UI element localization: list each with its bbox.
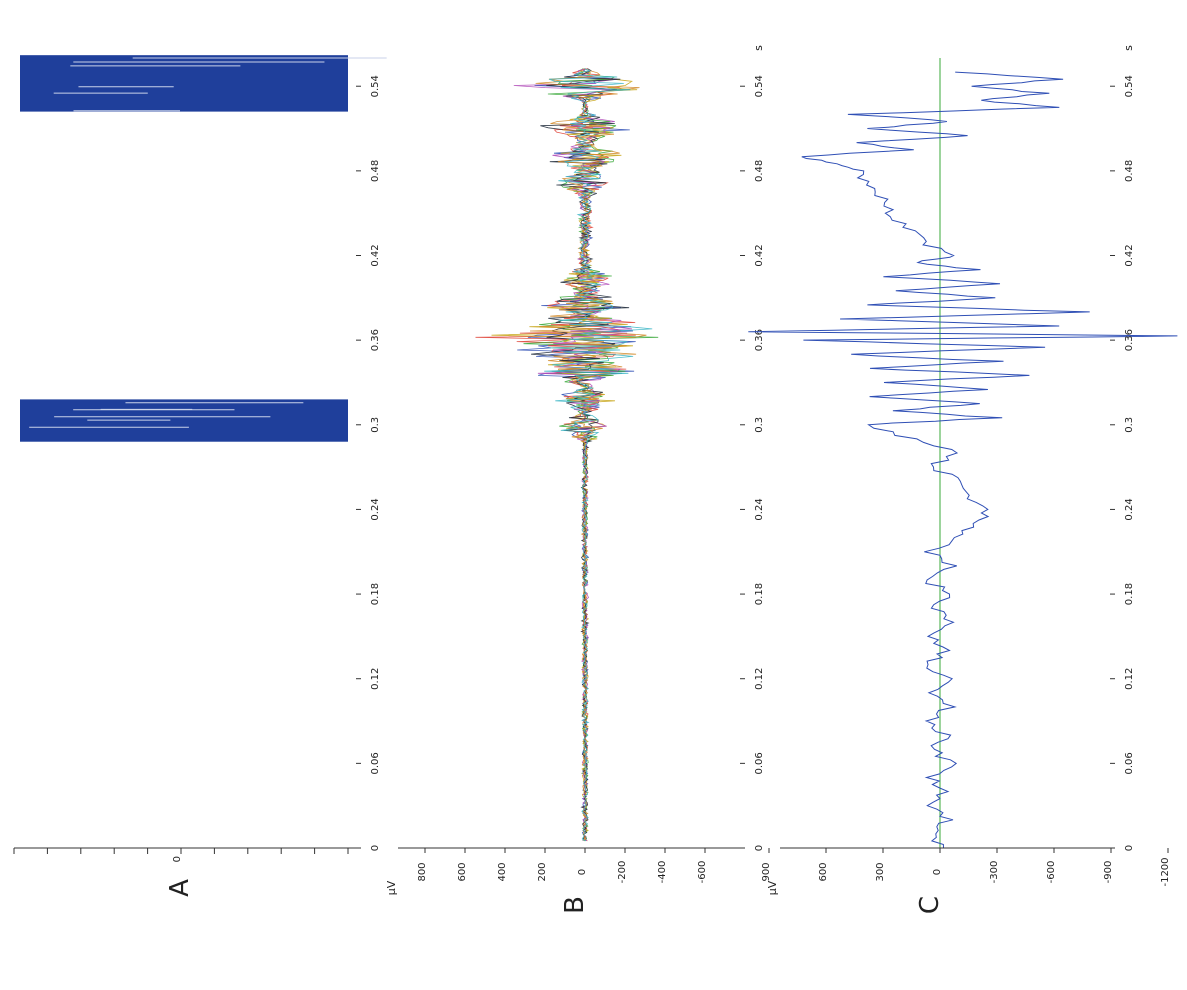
time-tick-label: 0.54 (370, 75, 381, 97)
time-tick-label: 0.48 (1124, 160, 1135, 182)
amp-tick-label: 900 (761, 862, 772, 881)
time-tick-label: 0.36 (1124, 329, 1135, 351)
time-tick-label: 0.36 (754, 329, 765, 351)
panel-a: 0 A 0 0.06 0.12 0.18 0.24 0.3 0.36 0.42 0.48 0.54 (13, 55, 387, 897)
time-tick-label: 0.36 (370, 329, 381, 351)
amp-tick-label: -200 (617, 861, 628, 884)
panel-a-letter: A (165, 879, 195, 897)
panel-b: 800 600 400 200 0 -200 -400 -600 µV B 0 0.06 0.12 0.1… (385, 45, 765, 914)
time-unit-label: s (752, 45, 765, 51)
time-tick-label: 0.42 (754, 244, 765, 266)
spike-burst (20, 399, 348, 442)
time-tick-label: 0.06 (1124, 752, 1135, 774)
amp-tick-label: 0 (932, 869, 943, 875)
amp-tick-label: -300 (989, 861, 1000, 884)
amp-tick-label: 400 (497, 862, 508, 881)
series-trace (531, 68, 630, 841)
amp-tick-label: 800 (417, 862, 428, 881)
series-trace (523, 68, 659, 842)
amp-tick-label: -600 (697, 861, 708, 884)
amp-tick-label: -1200 (1160, 857, 1171, 886)
time-tick-label: 0.54 (754, 75, 765, 97)
series-trace (475, 68, 636, 842)
time-tick-label: 0.3 (754, 417, 765, 433)
panel-c: 900 600 300 0 -300 -600 -900 -1200 µV C 0 0.06 0.12 0… (748, 45, 1178, 914)
time-tick-label: 0.06 (754, 752, 765, 774)
time-tick-label: 0 (370, 845, 381, 851)
time-tick-label: 0.12 (370, 668, 381, 690)
time-tick-label: 0.12 (754, 668, 765, 690)
time-tick-label: 0.48 (370, 160, 381, 182)
time-tick-label: 0.54 (1124, 75, 1135, 97)
amp-tick-label: -900 (1103, 861, 1114, 884)
time-tick-label: 0.24 (370, 498, 381, 520)
panel-c-letter: C (915, 896, 945, 914)
time-tick-label: 0.06 (370, 752, 381, 774)
series-trace (529, 68, 647, 842)
time-tick-label: 0.18 (1124, 583, 1135, 605)
amp-tick-label: 300 (875, 862, 886, 881)
time-tick-label: 0 (1124, 845, 1135, 851)
time-tick-label: 0.24 (754, 498, 765, 520)
time-tick-label: 0.42 (1124, 244, 1135, 266)
spike-burst (20, 55, 348, 112)
time-unit-label: s (1122, 45, 1135, 51)
amp-tick-label: 0 (577, 869, 588, 875)
panel-b-letter: B (560, 896, 590, 914)
time-tick-label: 0 (754, 845, 765, 851)
time-tick-label: 0.3 (1124, 417, 1135, 433)
amp-tick-label: 600 (457, 862, 468, 881)
lfp-trace (748, 71, 1178, 849)
time-tick-label: 0.24 (1124, 498, 1135, 520)
time-tick-label: 0.12 (1124, 668, 1135, 690)
time-tick-label: 0.18 (754, 583, 765, 605)
amp-tick-label: -600 (1046, 861, 1057, 884)
amp-unit: µV (385, 880, 398, 895)
amp-tick-label: -400 (657, 861, 668, 884)
amp-tick-label: 200 (537, 862, 548, 881)
time-tick-label: 0.48 (754, 160, 765, 182)
series-trace (544, 68, 653, 842)
amp-tick-label: 600 (818, 862, 829, 881)
time-tick-label: 0.42 (370, 244, 381, 266)
panel-a-zero-label: 0 (172, 856, 183, 862)
time-tick-label: 0.18 (370, 583, 381, 605)
time-tick-label: 0.3 (370, 417, 381, 433)
amp-unit: µV (766, 880, 779, 895)
